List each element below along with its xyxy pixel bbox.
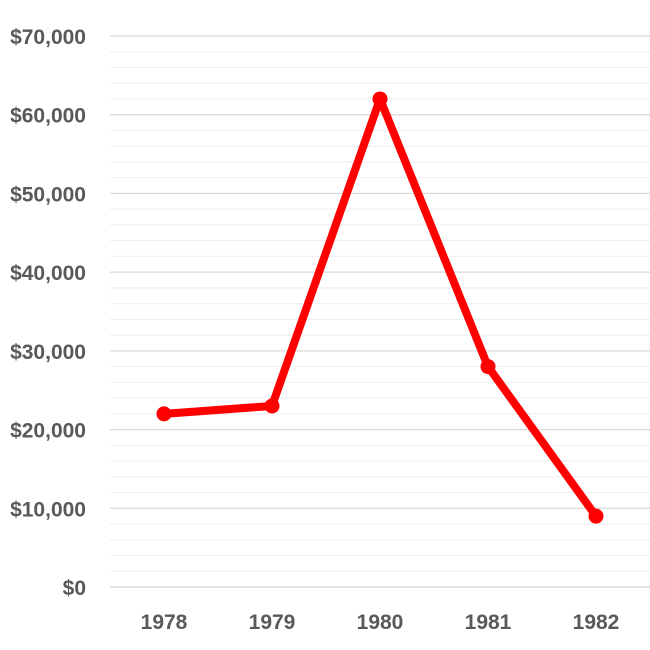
x-axis-tick-labels: 1978 1979 1980 1981 1982 xyxy=(141,611,620,634)
y-tick-label: $30,000 xyxy=(10,341,86,364)
data-point xyxy=(588,508,604,524)
series-group xyxy=(156,91,604,524)
data-point xyxy=(264,398,280,414)
data-point xyxy=(480,359,496,375)
y-tick-label: $10,000 xyxy=(10,498,86,521)
y-tick-label: $60,000 xyxy=(10,105,86,128)
y-tick-label: $40,000 xyxy=(10,262,86,285)
y-tick-label: $50,000 xyxy=(10,183,86,206)
data-point xyxy=(156,406,172,422)
gridlines xyxy=(110,35,650,588)
y-tick-label: $70,000 xyxy=(10,26,86,49)
x-tick-label: 1980 xyxy=(357,611,404,634)
data-point xyxy=(372,91,388,107)
y-tick-label: $0 xyxy=(63,577,86,600)
x-tick-label: 1978 xyxy=(141,611,188,634)
x-tick-label: 1982 xyxy=(573,611,620,634)
x-tick-label: 1981 xyxy=(465,611,512,634)
y-axis-tick-labels: $0 $10,000 $20,000 $30,000 $40,000 $50,000 $60… xyxy=(10,26,86,600)
y-tick-label: $20,000 xyxy=(10,420,86,443)
x-tick-label: 1979 xyxy=(249,611,296,634)
